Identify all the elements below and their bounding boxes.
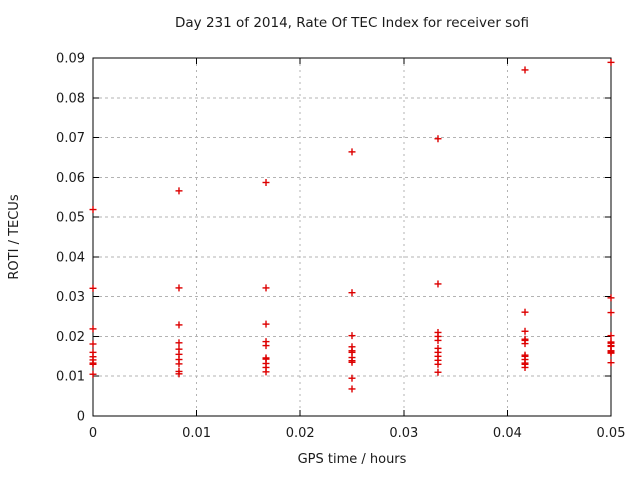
y-tick-label: 0.01 bbox=[56, 370, 85, 385]
plot-border bbox=[92, 57, 612, 417]
x-tick-label: 0.02 bbox=[286, 426, 315, 441]
y-tick-label: 0.02 bbox=[56, 330, 85, 345]
y-tick-label: 0 bbox=[77, 410, 85, 425]
y-tick-label: 0.08 bbox=[56, 91, 85, 106]
y-tick-label: 0.03 bbox=[56, 290, 85, 305]
y-tick-label: 0.07 bbox=[56, 131, 85, 146]
plot-area: 0 0.01 0.02 0.03 0.04 0.05 0 0.01 0.02 0.03 0.04 0.… bbox=[56, 52, 625, 442]
chart-title: Day 231 of 2014, Rate Of TEC Index for r… bbox=[175, 15, 529, 31]
x-tick-label: 0.01 bbox=[182, 426, 211, 441]
y-tick-label: 0.09 bbox=[56, 52, 85, 67]
x-axis-label: GPS time / hours bbox=[298, 452, 407, 467]
y-tick-label: 0.06 bbox=[56, 171, 85, 186]
y-tick-label: 0.05 bbox=[56, 211, 85, 226]
x-tick-label: 0.03 bbox=[389, 426, 418, 441]
x-tick-label: 0.05 bbox=[597, 426, 626, 441]
y-tick-label: 0.04 bbox=[56, 250, 85, 265]
x-tick-label: 0.04 bbox=[493, 426, 522, 441]
x-tick-label: 0 bbox=[89, 426, 97, 441]
y-axis-label: ROTI / TECUs bbox=[7, 194, 22, 279]
